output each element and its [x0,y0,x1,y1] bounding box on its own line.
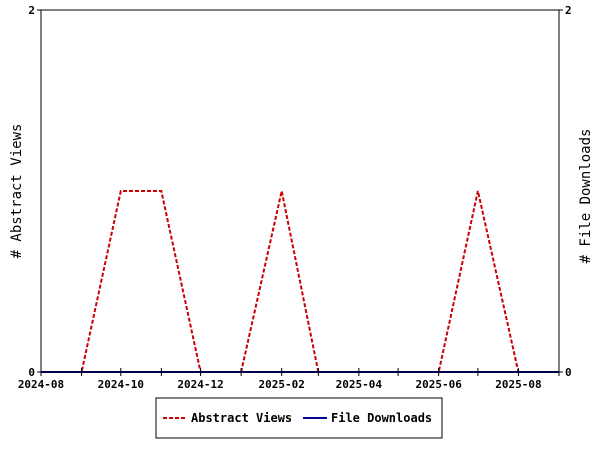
plot-layer [41,190,559,373]
y-right-tick-label: 0 [565,366,572,379]
x-tick-label: 2025-04 [336,378,383,391]
x-tick-label: 2024-08 [18,378,64,391]
x-axis: 2024-08 2024-10 2024-12 2025-02 2025-04 2025-… [18,368,560,391]
y-left-tick-label: 2 [28,4,35,17]
y-axis-left-label: # Abstract Views [9,124,25,259]
legend-box [155,397,443,439]
legend: Abstract Views File Downloads [155,397,443,439]
x-tick-label: 2024-12 [177,378,223,391]
x-tick-label: 2025-06 [415,378,462,391]
plot-frame [40,9,560,373]
legend-label-abstract-views: Abstract Views [191,411,292,425]
y-left-tick-label: 0 [28,366,35,379]
series-line-abstract-views [41,190,559,373]
x-tick-label: 2025-08 [495,378,541,391]
y-axes: 0 2 0 2 [28,4,571,379]
y-right-tick-label: 2 [565,4,572,17]
legend-label-file-downloads: File Downloads [331,411,432,425]
x-tick-label: 2024-10 [98,378,144,391]
x-tick-label: 2025-02 [259,378,305,391]
y-axis-right-label: # File Downloads [578,129,594,264]
